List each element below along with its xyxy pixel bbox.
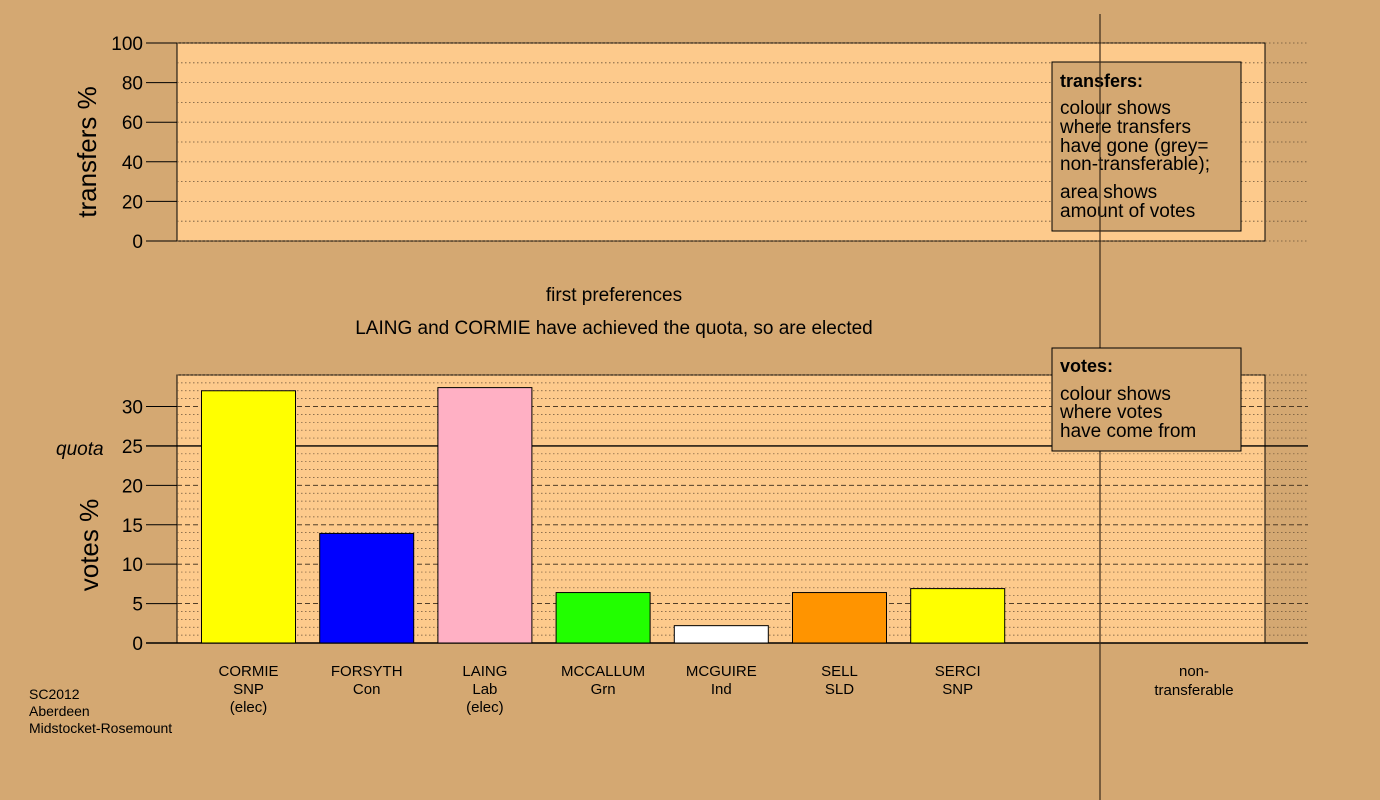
candidate-name-label: FORSYTH <box>331 663 403 680</box>
footer-council: Aberdeen <box>29 703 90 719</box>
candidate-name-label: LAING <box>462 663 507 680</box>
votes-legend-line: where votes <box>1059 402 1162 423</box>
transfers-legend-line: colour shows <box>1060 98 1171 119</box>
transfers-legend-line: non-transferable); <box>1060 154 1210 175</box>
transfers-y-tick-label: 100 <box>111 34 143 55</box>
votes-y-ticks: 0 5 10 15 20 25 30 <box>122 398 177 655</box>
nontransferable-label: non- <box>1179 663 1209 680</box>
votes-x-labels: CORMIESNP(elec)FORSYTHConLAINGLab(elec)M… <box>219 663 981 716</box>
transfers-y-tick-label: 20 <box>122 192 143 213</box>
transfers-legend-line: amount of votes <box>1060 201 1195 222</box>
bar-mccallum <box>555 592 651 644</box>
candidate-elected-label: (elec) <box>466 699 504 716</box>
transfers-legend-line: area shows <box>1060 182 1157 203</box>
votes-legend-line: colour shows <box>1060 384 1171 405</box>
transfers-legend-line: have gone (grey= <box>1060 136 1208 157</box>
votes-legend-title: votes: <box>1060 356 1113 376</box>
bar-cormie <box>201 390 296 644</box>
nontransferable-label: transferable <box>1154 682 1233 699</box>
transfers-panel: 0 20 40 60 80 100 transfers % transfers: colo… <box>72 34 1308 253</box>
votes-y-tick-label: 5 <box>132 595 143 616</box>
candidate-party-label: SLD <box>825 681 854 698</box>
transfers-gridlines <box>177 42 1308 242</box>
transfers-y-ticks: 0 20 40 60 80 100 <box>111 34 177 253</box>
votes-y-tick-label: 30 <box>122 398 143 419</box>
candidate-party-label: Lab <box>472 681 497 698</box>
votes-y-tick-label: 10 <box>122 555 143 576</box>
candidate-name-label: SERCI <box>935 663 981 680</box>
candidate-party-label: Ind <box>711 681 732 698</box>
bar-forsyth <box>319 532 415 644</box>
chart-subtitle: LAING and CORMIE have achieved the quota… <box>355 318 873 339</box>
candidate-elected-label: (elec) <box>230 699 268 716</box>
quota-label: quota <box>56 439 104 460</box>
votes-y-axis-label: votes % <box>74 499 104 592</box>
chart-title: first preferences <box>546 285 682 306</box>
footer-election: SC2012 <box>29 686 80 702</box>
candidate-name-label: MCCALLUM <box>561 663 645 680</box>
candidate-name-label: SELL <box>821 663 858 680</box>
transfers-y-axis-label: transfers % <box>72 86 102 218</box>
candidate-party-label: SNP <box>233 681 264 698</box>
footer-ward: Midstocket-Rosemount <box>29 720 172 736</box>
bar-serci <box>910 588 1006 644</box>
bar-laing <box>437 387 533 644</box>
transfers-legend: transfers: colour shows where transfers … <box>1051 61 1242 232</box>
votes-y-tick-label: 25 <box>122 437 143 458</box>
votes-legend-line: have come from <box>1060 421 1196 442</box>
votes-y-tick-label: 20 <box>122 476 143 497</box>
candidate-party-label: SNP <box>942 681 973 698</box>
transfers-y-tick-label: 40 <box>122 153 143 174</box>
votes-bars <box>201 387 1006 644</box>
transfers-legend-line: where transfers <box>1059 117 1191 138</box>
transfers-y-tick-label: 60 <box>122 113 143 134</box>
transfers-legend-title: transfers: <box>1060 71 1143 91</box>
transfers-y-tick-label: 0 <box>132 232 143 253</box>
candidate-party-label: Con <box>353 681 381 698</box>
transfers-y-tick-label: 80 <box>122 74 143 95</box>
votes-y-tick-label: 0 <box>132 634 143 655</box>
votes-legend: votes: colour shows where votes have com… <box>1051 347 1242 452</box>
candidate-name-label: CORMIE <box>219 663 279 680</box>
candidate-party-label: Grn <box>591 681 616 698</box>
bar-sell <box>792 592 887 644</box>
votes-y-tick-label: 15 <box>122 516 143 537</box>
bar-mcguire <box>673 625 769 644</box>
candidate-name-label: MCGUIRE <box>686 663 757 680</box>
